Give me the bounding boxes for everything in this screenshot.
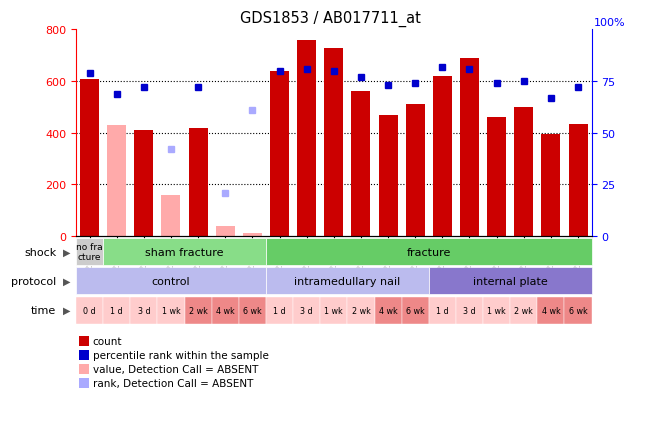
- Bar: [243, 234, 262, 237]
- Bar: [568, 125, 588, 237]
- Bar: [541, 135, 561, 237]
- Text: 0 d: 0 d: [83, 306, 96, 315]
- Text: 6 wk: 6 wk: [568, 306, 588, 315]
- Bar: [460, 59, 479, 237]
- Bar: [80, 79, 99, 237]
- Bar: [107, 126, 126, 237]
- Text: 1 wk: 1 wk: [487, 306, 506, 315]
- Text: 2 wk: 2 wk: [352, 306, 370, 315]
- Text: shock: shock: [24, 247, 56, 257]
- Text: GDS1853 / AB017711_at: GDS1853 / AB017711_at: [240, 11, 421, 27]
- Text: ▶: ▶: [63, 276, 70, 286]
- Text: intramedullary nail: intramedullary nail: [294, 276, 401, 286]
- Text: 2 wk: 2 wk: [188, 306, 208, 315]
- Text: 1 d: 1 d: [110, 306, 123, 315]
- Text: 100%: 100%: [594, 18, 625, 28]
- Bar: [325, 49, 343, 237]
- Text: 6 wk: 6 wk: [243, 306, 262, 315]
- Text: 1 d: 1 d: [436, 306, 449, 315]
- Text: fracture: fracture: [407, 247, 451, 257]
- Text: 4 wk: 4 wk: [541, 306, 561, 315]
- Text: rank, Detection Call = ABSENT: rank, Detection Call = ABSENT: [93, 378, 253, 388]
- Text: 1 wk: 1 wk: [325, 306, 343, 315]
- Text: percentile rank within the sample: percentile rank within the sample: [93, 350, 268, 360]
- Text: sham fracture: sham fracture: [145, 247, 224, 257]
- Text: 4 wk: 4 wk: [216, 306, 235, 315]
- Text: 1 wk: 1 wk: [162, 306, 180, 315]
- Text: count: count: [93, 336, 122, 346]
- Text: 1 d: 1 d: [273, 306, 286, 315]
- Bar: [270, 72, 289, 237]
- Bar: [297, 41, 316, 237]
- Text: value, Detection Call = ABSENT: value, Detection Call = ABSENT: [93, 364, 258, 374]
- Text: internal plate: internal plate: [473, 276, 547, 286]
- Text: 6 wk: 6 wk: [406, 306, 424, 315]
- Bar: [134, 131, 153, 237]
- Text: ▶: ▶: [63, 306, 70, 315]
- Bar: [352, 92, 370, 237]
- Bar: [514, 108, 533, 237]
- Text: 3 d: 3 d: [463, 306, 476, 315]
- Bar: [406, 105, 425, 237]
- Text: time: time: [31, 306, 56, 315]
- Text: 4 wk: 4 wk: [379, 306, 397, 315]
- Bar: [161, 195, 180, 237]
- Bar: [433, 77, 452, 237]
- Text: protocol: protocol: [11, 276, 56, 286]
- Text: 2 wk: 2 wk: [514, 306, 533, 315]
- Bar: [215, 226, 235, 237]
- Text: 3 d: 3 d: [300, 306, 313, 315]
- Bar: [188, 128, 208, 237]
- Text: no fra
cture: no fra cture: [76, 243, 103, 262]
- Bar: [379, 115, 397, 237]
- Text: 3 d: 3 d: [137, 306, 150, 315]
- Text: control: control: [151, 276, 190, 286]
- Bar: [487, 118, 506, 237]
- Text: ▶: ▶: [63, 247, 70, 257]
